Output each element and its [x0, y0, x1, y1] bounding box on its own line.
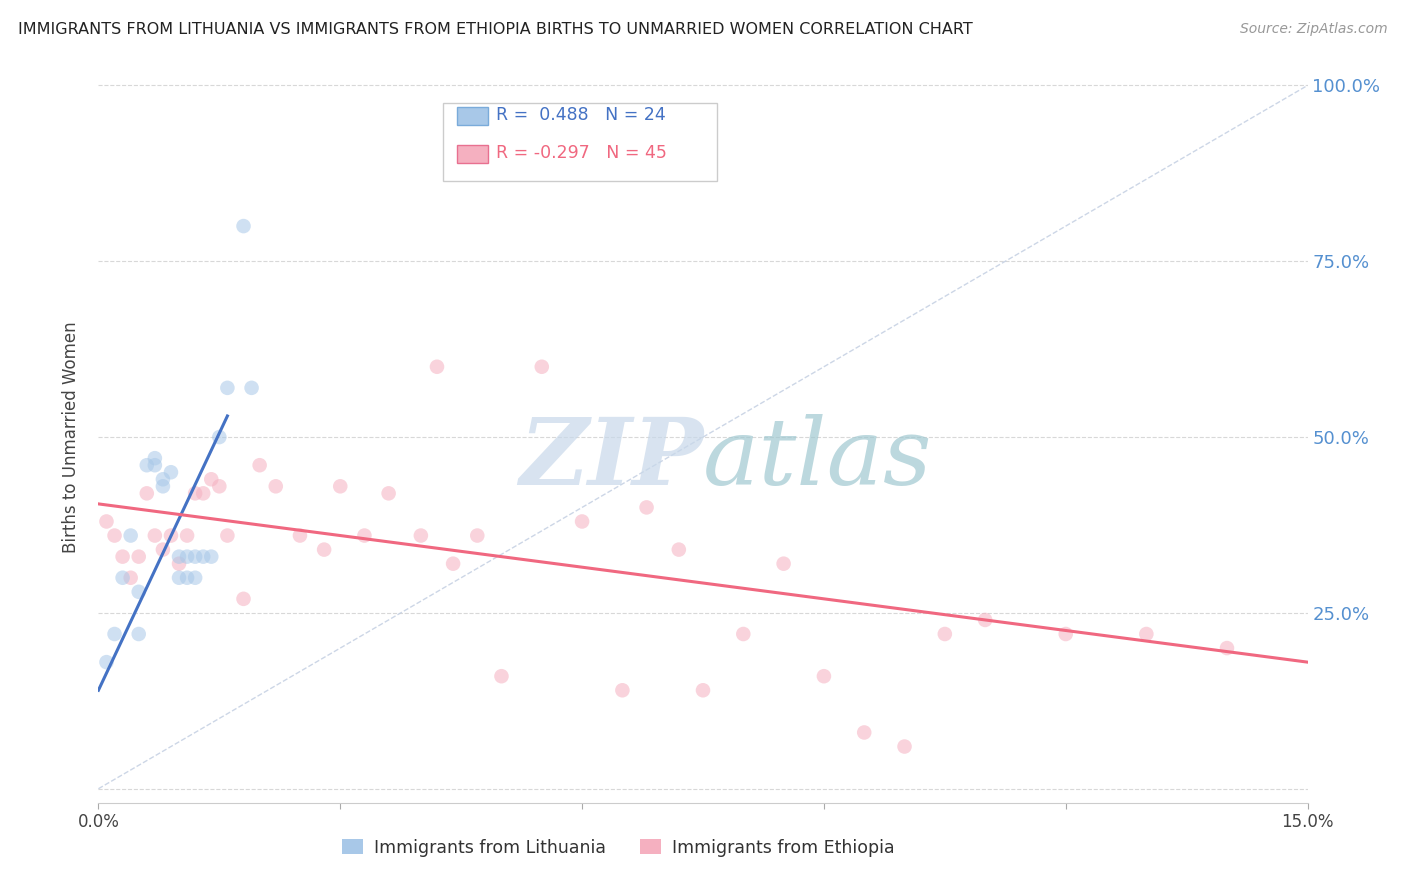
Point	[974, 613, 997, 627]
Point	[103, 627, 125, 641]
Point	[103, 528, 125, 542]
Point	[1216, 641, 1239, 656]
Point	[200, 549, 222, 564]
Point	[264, 479, 287, 493]
Point	[1054, 627, 1077, 641]
Point	[128, 627, 150, 641]
Legend: Immigrants from Lithuania, Immigrants from Ethiopia: Immigrants from Lithuania, Immigrants fr…	[336, 831, 901, 863]
Point	[314, 542, 336, 557]
Point	[176, 571, 198, 585]
Point	[465, 528, 488, 542]
Point	[128, 549, 150, 564]
Point	[1135, 627, 1157, 641]
Point	[176, 528, 198, 542]
Point	[193, 549, 215, 564]
Point	[167, 557, 190, 571]
Point	[813, 669, 835, 683]
Point	[426, 359, 449, 374]
Point	[232, 591, 254, 606]
Point	[120, 571, 142, 585]
Text: R =  0.488   N = 24: R = 0.488 N = 24	[496, 106, 666, 124]
Point	[491, 669, 513, 683]
Point	[96, 515, 118, 529]
Point	[571, 515, 593, 529]
Point	[96, 655, 118, 669]
Point	[128, 584, 150, 599]
Point	[143, 458, 166, 473]
Point	[409, 528, 432, 542]
Point	[143, 451, 166, 466]
Point	[934, 627, 956, 641]
Text: atlas: atlas	[703, 414, 932, 504]
Text: ZIP: ZIP	[519, 414, 703, 504]
Point	[184, 571, 207, 585]
Point	[152, 472, 174, 486]
Point	[120, 528, 142, 542]
Point	[612, 683, 634, 698]
Point	[167, 549, 190, 564]
Text: IMMIGRANTS FROM LITHUANIA VS IMMIGRANTS FROM ETHIOPIA BIRTHS TO UNMARRIED WOMEN : IMMIGRANTS FROM LITHUANIA VS IMMIGRANTS …	[18, 22, 973, 37]
Point	[135, 486, 157, 500]
Point	[143, 528, 166, 542]
Point	[853, 725, 876, 739]
Point	[184, 486, 207, 500]
Point	[111, 571, 134, 585]
Point	[772, 557, 794, 571]
Point	[217, 381, 239, 395]
Point	[668, 542, 690, 557]
Point	[249, 458, 271, 473]
Point	[217, 528, 239, 542]
Point	[240, 381, 263, 395]
Point	[208, 430, 231, 444]
Text: Source: ZipAtlas.com: Source: ZipAtlas.com	[1240, 22, 1388, 37]
Point	[135, 458, 157, 473]
Point	[111, 549, 134, 564]
Point	[152, 479, 174, 493]
Point	[160, 528, 183, 542]
Point	[167, 571, 190, 585]
Point	[353, 528, 375, 542]
Point	[530, 359, 553, 374]
Point	[184, 549, 207, 564]
Point	[193, 486, 215, 500]
Text: R = -0.297   N = 45: R = -0.297 N = 45	[496, 145, 668, 162]
Point	[176, 549, 198, 564]
Point	[288, 528, 311, 542]
Point	[636, 500, 658, 515]
Point	[377, 486, 399, 500]
Point	[200, 472, 222, 486]
Y-axis label: Births to Unmarried Women: Births to Unmarried Women	[62, 321, 80, 553]
Point	[208, 479, 231, 493]
Point	[329, 479, 352, 493]
Point	[733, 627, 755, 641]
Point	[441, 557, 464, 571]
Point	[160, 465, 183, 479]
Point	[152, 542, 174, 557]
Point	[692, 683, 714, 698]
Point	[232, 219, 254, 233]
Point	[893, 739, 915, 754]
